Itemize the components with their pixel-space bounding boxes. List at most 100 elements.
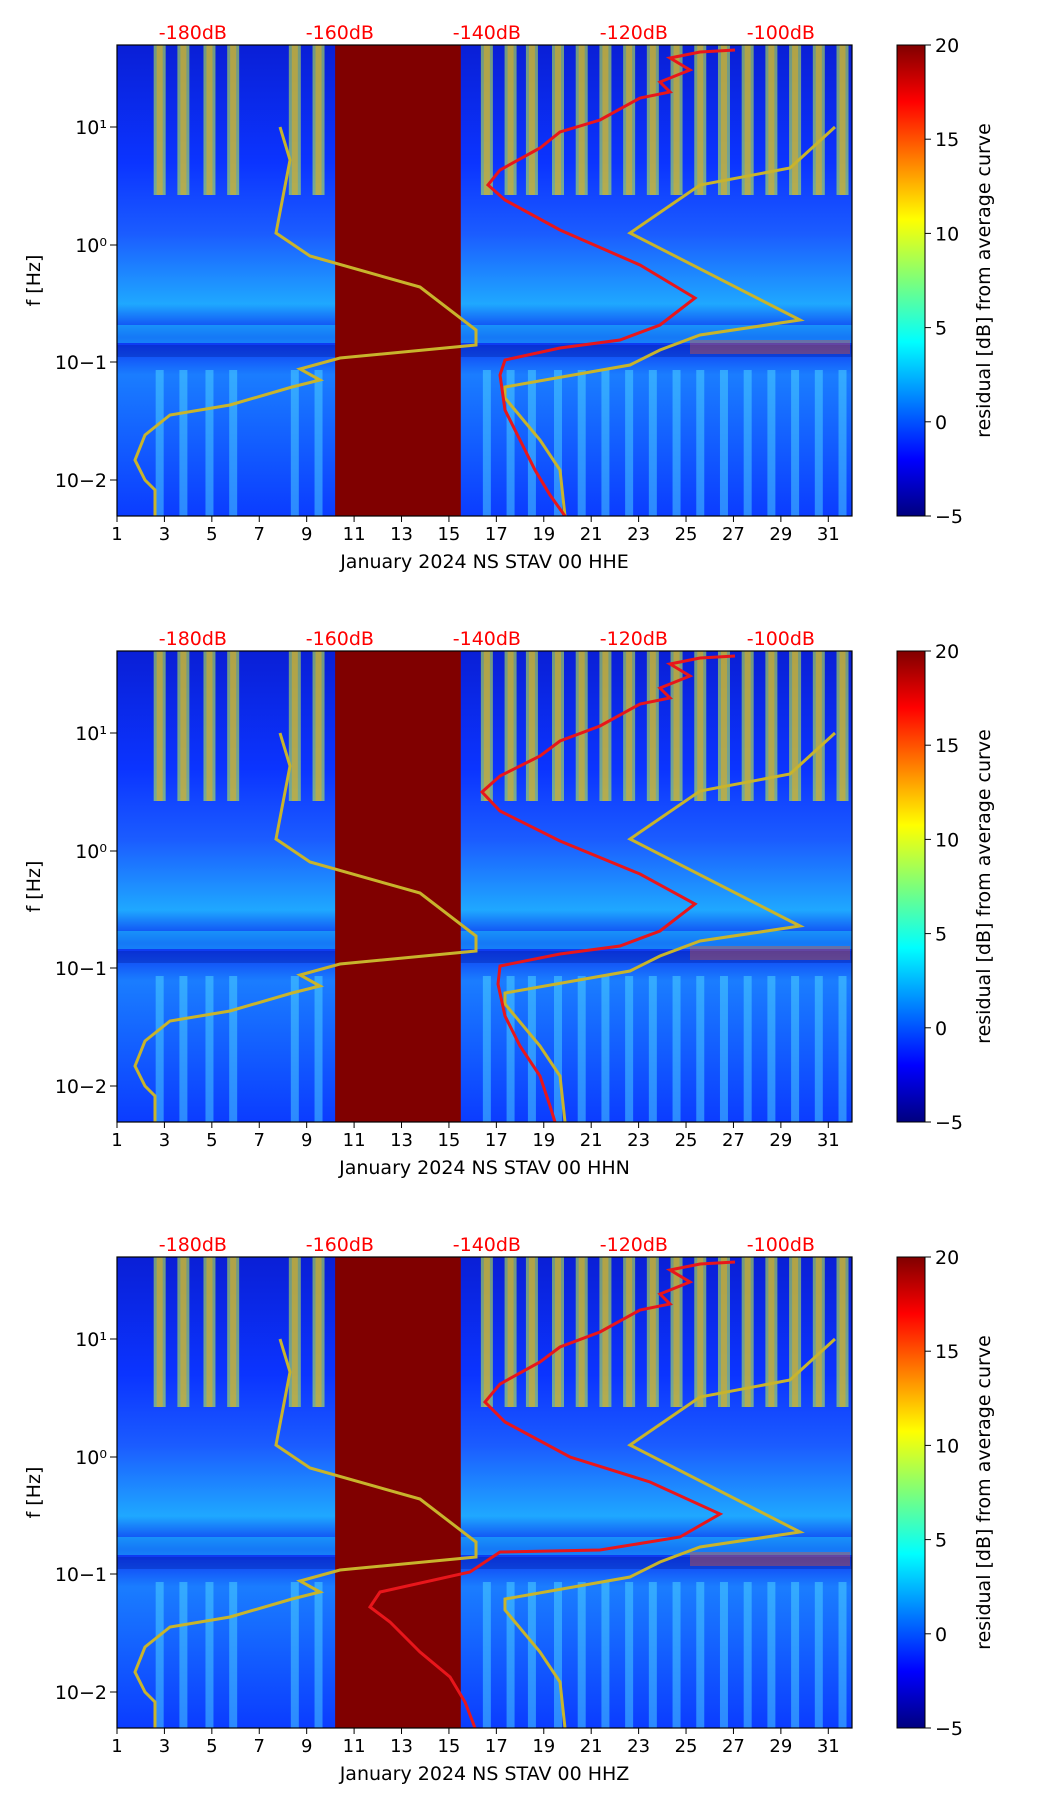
plot-area bbox=[117, 651, 852, 1122]
day-stripe-20 bbox=[812, 45, 825, 195]
x-tick-label-7: 15 bbox=[437, 1130, 460, 1151]
colorbar-label: residual [dB] from average curve bbox=[973, 1335, 995, 1650]
colorbar-tick-label-1: 15 bbox=[935, 1341, 959, 1363]
colorbar-tick-label-5: −5 bbox=[935, 1112, 963, 1134]
day-stripe-5 bbox=[312, 1257, 325, 1407]
day-stripe-18 bbox=[765, 651, 778, 801]
day-stripe-19 bbox=[789, 651, 802, 801]
colorbar bbox=[896, 650, 926, 1123]
colorbar-tick-label-4: 0 bbox=[935, 1624, 947, 1646]
olive-curve-right bbox=[503, 731, 837, 1122]
day-stripe-0 bbox=[153, 651, 166, 801]
colorbar-tick-label-3: 5 bbox=[935, 318, 947, 340]
db-tick-label-3: -120dB bbox=[600, 22, 668, 44]
x-tick-label-1: 3 bbox=[159, 1130, 170, 1151]
day-stripe-13 bbox=[646, 651, 659, 801]
x-tick-label-10: 21 bbox=[580, 1130, 603, 1151]
x-tick-label-0: 1 bbox=[111, 524, 122, 545]
y-tick-label-1: 10−1 bbox=[55, 958, 107, 980]
day-stripe-13 bbox=[646, 45, 659, 195]
db-tick-label-2: -140dB bbox=[453, 22, 521, 44]
day-stripe-10 bbox=[575, 651, 588, 801]
x-tick-label-2: 5 bbox=[206, 1130, 217, 1151]
y-axis-label: f [Hz] bbox=[23, 1467, 45, 1519]
x-tick-label-6: 13 bbox=[390, 1736, 413, 1757]
db-tick-label-1: -160dB bbox=[306, 1234, 374, 1256]
day-stripe-7 bbox=[504, 1257, 517, 1407]
x-tick-label-11: 23 bbox=[627, 1130, 650, 1151]
y-tick-label-0: 10−2 bbox=[55, 1076, 107, 1098]
day-stripe-15 bbox=[694, 1257, 707, 1407]
spectrogram-panel-2: 1 3 5 7 9 11 13 15 17 19 21 23 25 27 29 31 January 2024 … bbox=[0, 606, 1052, 1208]
olive-curve-right bbox=[503, 1337, 837, 1728]
colorbar-tick-label-3: 5 bbox=[935, 1530, 947, 1552]
x-tick-label-7: 15 bbox=[437, 524, 460, 545]
day-stripe-19 bbox=[789, 45, 802, 195]
colorbar-tick-label-5: −5 bbox=[935, 1718, 963, 1740]
x-axis-label: January 2024 NS STAV 00 HHN bbox=[338, 1157, 630, 1179]
spectrogram-panel-1: 1 3 5 7 9 11 13 15 17 19 21 23 25 27 29 31 January 2024 … bbox=[0, 0, 1052, 602]
x-tick-label-15: 31 bbox=[817, 1130, 840, 1151]
olive-curve-left bbox=[133, 126, 478, 516]
day-stripe-6 bbox=[480, 651, 493, 801]
x-tick-label-4: 9 bbox=[301, 1736, 312, 1757]
day-stripe-10 bbox=[575, 1257, 588, 1407]
db-tick-label-4: -100dB bbox=[747, 22, 815, 44]
y-tick-label-1: 10−1 bbox=[55, 1564, 107, 1586]
day-stripe-1 bbox=[177, 1257, 190, 1407]
x-tick-label-14: 29 bbox=[769, 524, 792, 545]
x-tick-label-11: 23 bbox=[627, 1736, 650, 1757]
day-stripe-9 bbox=[552, 45, 564, 195]
x-tick-label-10: 21 bbox=[580, 1736, 603, 1757]
day-stripe-4 bbox=[288, 45, 301, 195]
y-tick-label-1: 10−1 bbox=[55, 352, 107, 374]
olive-curve-left bbox=[133, 1338, 478, 1728]
x-tick-label-4: 9 bbox=[301, 524, 312, 545]
x-tick-label-6: 13 bbox=[390, 524, 413, 545]
day-stripe-13 bbox=[646, 1257, 659, 1407]
day-stripe-16 bbox=[717, 1257, 730, 1407]
x-tick-label-5: 11 bbox=[343, 524, 366, 545]
x-tick-label-11: 23 bbox=[627, 524, 650, 545]
microseism-band bbox=[117, 325, 852, 343]
day-stripe-1 bbox=[177, 651, 190, 801]
db-tick-label-0: -180dB bbox=[159, 1234, 227, 1256]
colorbar-tick-label-0: 20 bbox=[935, 1247, 959, 1269]
x-tick-label-13: 27 bbox=[722, 1736, 745, 1757]
plot-area bbox=[117, 45, 852, 516]
day-stripe-1 bbox=[177, 45, 190, 195]
day-stripe-9 bbox=[552, 1257, 564, 1407]
colorbar-tick-label-3: 5 bbox=[935, 924, 947, 946]
x-tick-label-15: 31 bbox=[817, 1736, 840, 1757]
colorbar-tick-label-0: 20 bbox=[935, 641, 959, 663]
db-tick-label-0: -180dB bbox=[159, 628, 227, 650]
day-stripe-3 bbox=[227, 651, 240, 801]
y-tick-label-2: 10⁰ bbox=[75, 235, 107, 257]
day-stripe-21 bbox=[836, 1257, 849, 1407]
day-stripe-16 bbox=[717, 651, 730, 801]
microseism-band bbox=[117, 931, 852, 949]
day-stripe-14 bbox=[670, 1257, 683, 1407]
day-stripe-20 bbox=[812, 1257, 825, 1407]
day-stripe-9 bbox=[552, 651, 564, 801]
y-tick-label-0: 10−2 bbox=[55, 470, 107, 492]
x-tick-label-13: 27 bbox=[722, 524, 745, 545]
y-tick-label-3: 10¹ bbox=[75, 117, 107, 139]
plot-area bbox=[117, 1257, 852, 1728]
day-stripe-3 bbox=[227, 1257, 240, 1407]
x-tick-label-15: 31 bbox=[817, 524, 840, 545]
x-tick-label-1: 3 bbox=[159, 1736, 170, 1757]
red-curve bbox=[485, 48, 736, 516]
plot-frame bbox=[116, 44, 853, 517]
day-stripe-16 bbox=[717, 45, 730, 195]
x-tick-label-9: 19 bbox=[532, 1130, 555, 1151]
olive-curve-right bbox=[503, 125, 837, 516]
y-tick-label-2: 10⁰ bbox=[75, 1447, 107, 1469]
x-tick-label-0: 1 bbox=[111, 1130, 122, 1151]
day-stripe-17 bbox=[741, 45, 754, 195]
red-curve bbox=[367, 1260, 736, 1728]
olive-curve-left bbox=[133, 732, 478, 1122]
x-tick-label-4: 9 bbox=[301, 1130, 312, 1151]
